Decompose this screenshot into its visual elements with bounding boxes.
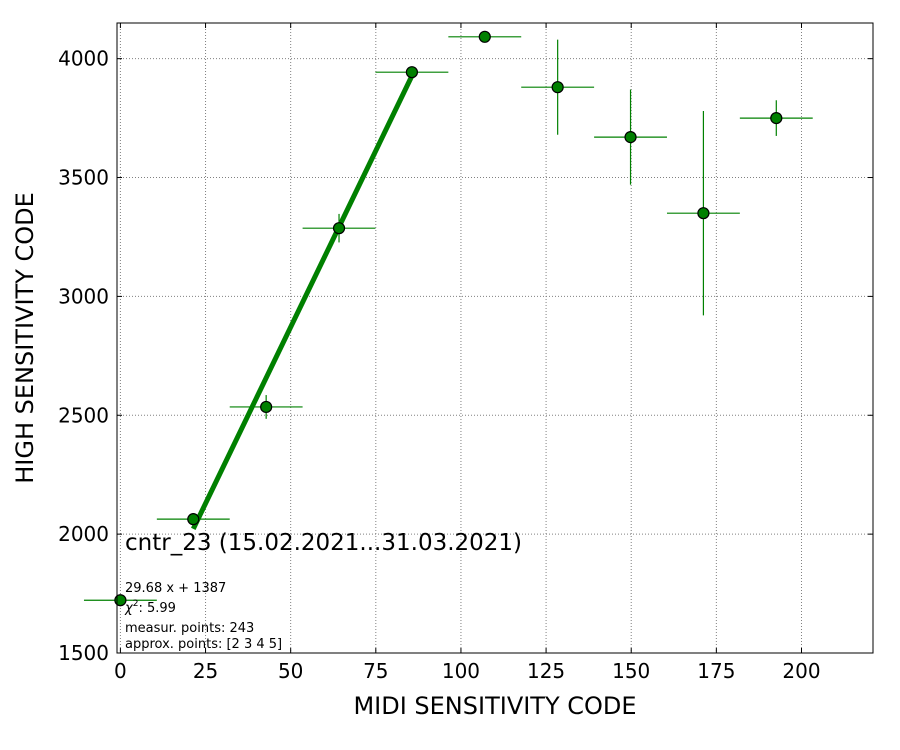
y-tick-label: 1500 (58, 641, 109, 665)
x-tick-label: 150 (612, 659, 650, 683)
x-tick-label: 175 (697, 659, 735, 683)
x-tick-label: 75 (363, 659, 388, 683)
annotation-fit: 29.68 x + 1387 (125, 581, 226, 596)
y-tick-label: 3500 (58, 166, 109, 190)
x-axis-title: MIDI SENSITIVITY CODE (353, 692, 636, 720)
y-tick-label: 3000 (58, 284, 109, 308)
y-axis-ticks: 1500 2000 2500 3000 3500 4000 (58, 47, 873, 665)
x-tick-label: 0 (114, 659, 127, 683)
y-tick-label: 2500 (58, 403, 109, 427)
data-point (187, 513, 200, 526)
y-axis-title: HIGH SENSITIVITY CODE (11, 192, 39, 484)
x-axis-ticks: 0 25 50 75 100 125 150 175 200 (114, 23, 821, 683)
data-point (332, 222, 346, 235)
data-point (624, 131, 637, 144)
data-point (405, 66, 419, 79)
data-point (260, 400, 273, 414)
y-tick-label: 4000 (58, 47, 109, 71)
fit-line (191, 74, 415, 530)
data-point (478, 30, 491, 43)
grid (117, 23, 873, 654)
x-tick-label: 50 (278, 659, 303, 683)
fit-line-layer (191, 74, 415, 530)
annotation-measur: measur. points: 243 (125, 621, 254, 636)
annotation-chi2: χ2: 5.99 (124, 599, 176, 616)
plot-frame (116, 22, 874, 654)
data-point (114, 594, 127, 607)
data-points (114, 30, 783, 607)
data-point (770, 111, 783, 125)
x-tick-label: 200 (782, 659, 820, 683)
x-tick-label: 100 (442, 659, 480, 683)
data-point (697, 207, 710, 220)
data-point (551, 81, 564, 94)
annotation-approx: approx. points: [2 3 4 5] (125, 637, 282, 652)
y-tick-label: 2000 (58, 522, 109, 546)
x-tick-label: 125 (527, 659, 565, 683)
annotation-title: cntr_23 (15.02.2021...31.03.2021) (125, 530, 522, 556)
x-tick-label: 25 (193, 659, 218, 683)
